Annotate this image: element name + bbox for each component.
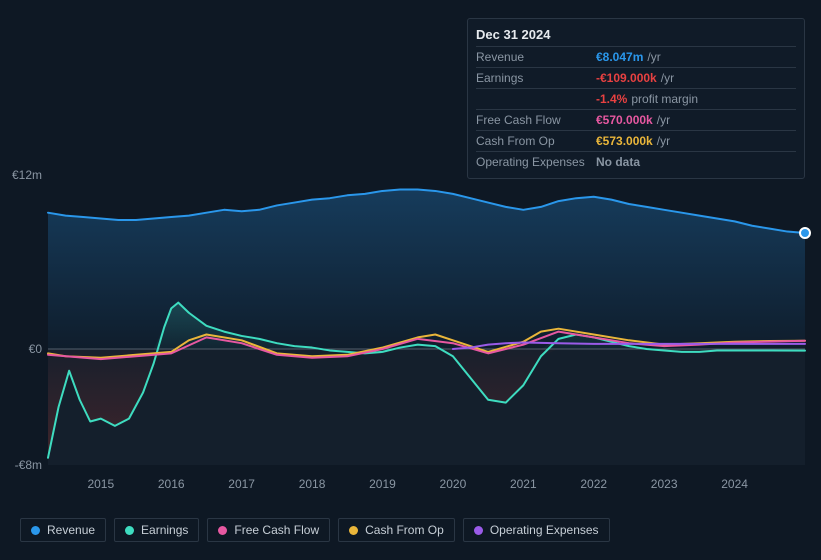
- legend: Revenue Earnings Free Cash Flow Cash From O…: [20, 518, 610, 542]
- legend-dot-icon: [125, 526, 134, 535]
- legend-item[interactable]: Revenue: [20, 518, 106, 542]
- legend-item[interactable]: Cash From Op: [338, 518, 455, 542]
- end-marker: [800, 228, 810, 238]
- legend-item[interactable]: Free Cash Flow: [207, 518, 330, 542]
- legend-dot-icon: [474, 526, 483, 535]
- legend-label: Free Cash Flow: [234, 523, 319, 537]
- financial-chart: [0, 0, 821, 560]
- legend-item[interactable]: Earnings: [114, 518, 199, 542]
- legend-item[interactable]: Operating Expenses: [463, 518, 610, 542]
- legend-label: Operating Expenses: [490, 523, 599, 537]
- legend-dot-icon: [31, 526, 40, 535]
- legend-dot-icon: [218, 526, 227, 535]
- legend-label: Cash From Op: [365, 523, 444, 537]
- legend-dot-icon: [349, 526, 358, 535]
- legend-label: Earnings: [141, 523, 188, 537]
- legend-label: Revenue: [47, 523, 95, 537]
